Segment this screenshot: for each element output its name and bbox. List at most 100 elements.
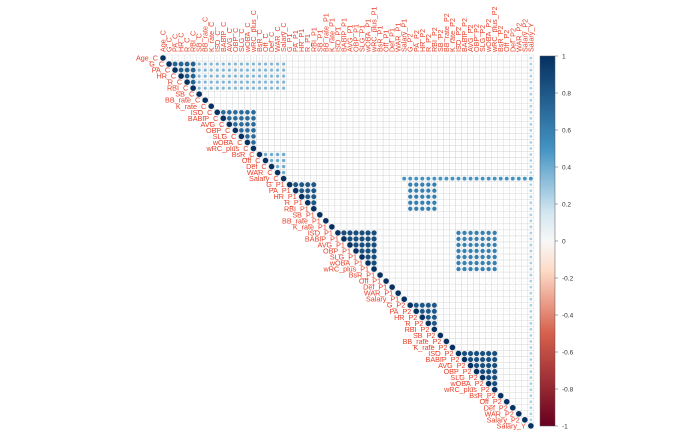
correlation-circle	[518, 322, 520, 325]
correlation-circle	[493, 87, 496, 89]
correlation-circle	[361, 93, 363, 95]
correlation-circle	[379, 232, 381, 234]
correlation-circle	[439, 256, 442, 258]
correlation-circle	[512, 201, 514, 204]
correlation-circle	[245, 80, 250, 84]
correlation-circle	[252, 105, 255, 108]
correlation-circle	[373, 87, 375, 89]
correlation-circle	[391, 159, 393, 162]
correlation-circle	[349, 141, 351, 144]
correlation-circle	[505, 171, 508, 174]
correlation-circle	[257, 86, 262, 90]
correlation-circle	[288, 153, 291, 156]
correlation-circle	[379, 75, 381, 77]
correlation-circle	[415, 69, 418, 71]
correlation-circle	[497, 392, 504, 399]
correlation-circle	[361, 189, 363, 192]
correlation-circle	[313, 87, 315, 89]
correlation-circle	[343, 153, 345, 156]
correlation-circle	[300, 117, 303, 120]
correlation-circle	[280, 175, 287, 182]
column-label: G_C	[165, 37, 174, 52]
correlation-circle	[457, 69, 460, 71]
column-label: Salary_P2	[520, 19, 529, 52]
correlation-circle	[432, 182, 437, 187]
correlation-circle	[475, 334, 478, 337]
correlation-circle	[529, 297, 533, 301]
correlation-circle	[391, 81, 393, 83]
correlation-circle	[462, 242, 467, 248]
correlation-circle	[445, 159, 448, 162]
correlation-circle	[294, 165, 297, 168]
correlation-circle	[518, 183, 520, 186]
correlation-circle	[355, 117, 357, 120]
correlation-circle	[529, 370, 533, 374]
correlation-circle	[467, 350, 474, 357]
correlation-circle	[474, 266, 479, 272]
correlation-circle	[270, 129, 273, 132]
correlation-circle	[208, 103, 215, 110]
correlation-circle	[238, 127, 244, 133]
correlation-circle	[518, 340, 520, 343]
correlation-circle	[445, 244, 448, 246]
correlation-circle	[427, 268, 430, 270]
legend-tick-label: 0	[562, 239, 566, 246]
correlation-circle	[457, 159, 460, 162]
column-label: wOBA_P1	[364, 19, 373, 53]
correlation-circle	[385, 105, 387, 108]
correlation-circle	[409, 99, 411, 101]
correlation-circle	[463, 316, 466, 319]
correlation-circle	[276, 111, 279, 114]
correlation-circle	[349, 226, 351, 228]
row-label: BB_rate_C	[165, 96, 200, 105]
correlation-circle	[433, 268, 436, 270]
correlation-circle	[220, 115, 227, 122]
correlation-circle	[493, 75, 496, 77]
correlation-circle	[529, 116, 533, 120]
correlation-circle	[499, 75, 502, 77]
correlation-circle	[343, 183, 345, 186]
correlation-circle	[518, 75, 520, 77]
correlation-circle	[409, 75, 411, 77]
correlation-circle	[292, 187, 299, 194]
correlation-circle	[439, 99, 442, 101]
correlation-circle	[421, 99, 424, 101]
correlation-circle	[512, 256, 514, 258]
correlation-circle	[445, 316, 448, 319]
correlation-circle	[403, 195, 405, 198]
correlation-circle	[512, 111, 514, 114]
correlation-circle	[397, 262, 399, 264]
correlation-circle	[493, 57, 496, 59]
correlation-circle	[469, 274, 472, 276]
correlation-circle	[311, 187, 317, 194]
correlation-circle	[319, 141, 321, 144]
correlation-circle	[475, 183, 478, 186]
correlation-circle	[427, 226, 430, 228]
correlation-circle	[473, 356, 480, 363]
correlation-circle	[282, 105, 285, 108]
correlation-circle	[209, 80, 214, 84]
correlation-circle	[475, 87, 478, 89]
correlation-circle	[367, 111, 369, 114]
correlation-circle	[331, 189, 333, 192]
legend-tick-label: -0.6	[562, 350, 574, 357]
correlation-circle	[325, 135, 327, 138]
correlation-circle	[451, 322, 454, 325]
correlation-circle	[367, 135, 369, 138]
correlation-circle	[486, 230, 491, 236]
correlation-circle	[529, 74, 533, 78]
correlation-circle	[306, 135, 309, 138]
correlation-circle	[367, 81, 369, 83]
correlation-circle	[319, 93, 321, 95]
correlation-circle	[325, 177, 327, 180]
correlation-circle	[512, 346, 514, 349]
correlation-circle	[505, 358, 508, 361]
correlation-circle	[457, 57, 460, 59]
correlation-circle	[361, 81, 363, 83]
correlation-circle	[486, 254, 491, 260]
correlation-circle	[505, 165, 508, 168]
correlation-circle	[355, 105, 357, 108]
row-label: WAR_P1	[364, 289, 393, 298]
correlation-circle	[487, 298, 490, 300]
correlation-circle	[385, 262, 387, 264]
